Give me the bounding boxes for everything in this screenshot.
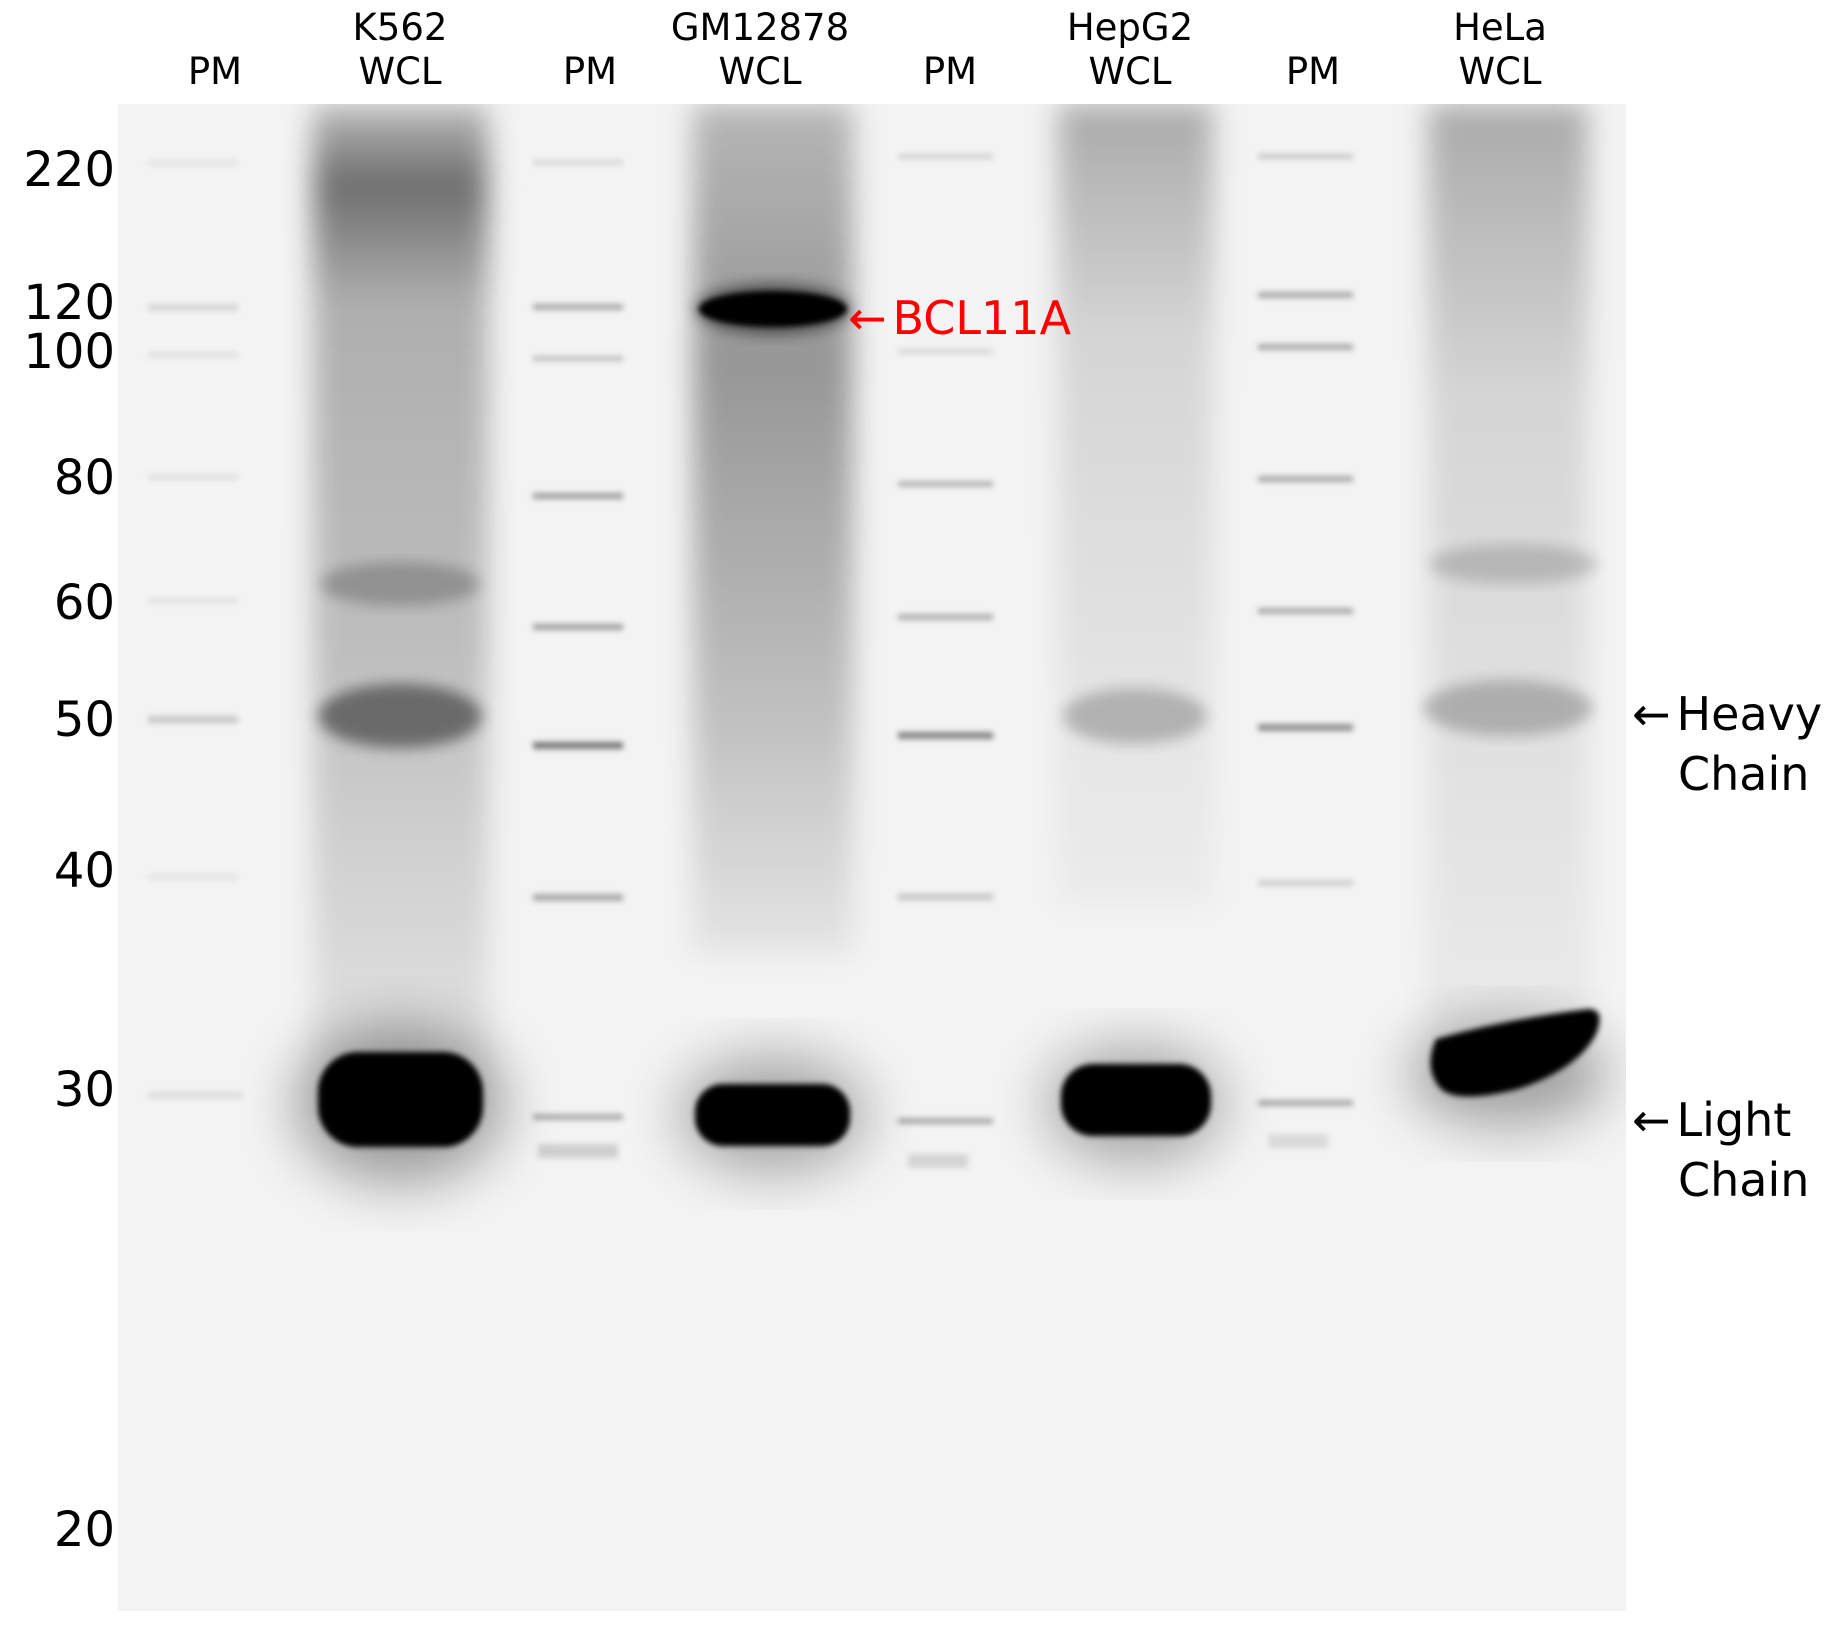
lane-label-line2: WCL: [1458, 50, 1542, 93]
lane-label-hepg2: HepG2 WCL: [1050, 6, 1210, 94]
lane-label-hela: HeLa WCL: [1420, 6, 1580, 94]
mw-marker-80: 80: [53, 450, 115, 506]
ladder-pm-3: [898, 154, 993, 1168]
lane-label-line2: PM: [562, 50, 618, 93]
ladder-pm-1: [148, 160, 243, 1098]
left-arrow-icon: ←: [1632, 687, 1671, 741]
western-blot-membrane: [118, 104, 1626, 1611]
lane-label-pm-2: PM: [530, 6, 650, 94]
mw-marker-220: 220: [23, 142, 115, 198]
lane-label-pm-1: PM: [155, 6, 275, 94]
lane-label-gm12878: GM12878 WCL: [660, 6, 860, 94]
smear-hepg2: [1058, 104, 1213, 904]
light-chain-band-gm12878: [695, 1084, 850, 1146]
lane-label-line1: K562: [352, 6, 448, 49]
mw-marker-60: 60: [53, 575, 115, 631]
heavy-chain-band-hepg2: [1063, 688, 1207, 744]
mw-marker-100: 100: [23, 324, 115, 380]
heavy-chain-label-line1: Heavy: [1676, 687, 1823, 741]
light-chain-band-hela: [1430, 1009, 1600, 1097]
band-65kda-hela: [1428, 544, 1598, 584]
mw-marker-30: 30: [53, 1062, 115, 1118]
lane-label-k562: K562 WCL: [320, 6, 480, 94]
light-chain-annotation-line2: Chain: [1678, 1153, 1810, 1207]
lane-label-line1: HepG2: [1066, 6, 1194, 49]
heavy-chain-annotation-line2: Chain: [1678, 747, 1810, 801]
lane-label-line2: WCL: [358, 50, 442, 93]
mw-marker-120: 120: [23, 275, 115, 331]
bcl11a-band-halo: [695, 283, 851, 335]
lane-label-line1: HeLa: [1453, 6, 1547, 49]
lane-label-line2: PM: [1285, 50, 1341, 93]
lane-label-line2: PM: [187, 50, 243, 93]
mw-marker-40: 40: [53, 843, 115, 899]
heavy-chain-band-hela: [1423, 680, 1593, 736]
mw-marker-50: 50: [53, 692, 115, 748]
lane-label-line1: GM12878: [670, 6, 850, 49]
light-chain-annotation: ← Light: [1632, 1092, 1791, 1148]
band-60kda-k562: [320, 562, 480, 606]
lane-label-pm-4: PM: [1253, 6, 1373, 94]
mw-marker-20: 20: [53, 1502, 115, 1558]
lane-label-line2: WCL: [1088, 50, 1172, 93]
light-chain-band-k562: [318, 1052, 483, 1147]
heavy-chain-annotation: ← Heavy: [1632, 686, 1822, 742]
lane-label-line2: PM: [922, 50, 978, 93]
ladder-pm-4: [1258, 154, 1353, 1148]
left-arrow-icon: ←: [1632, 1093, 1671, 1147]
light-chain-label-line1: Light: [1676, 1093, 1792, 1147]
bcl11a-label: BCL11A: [892, 291, 1072, 345]
lane-label-line2: WCL: [718, 50, 802, 93]
smear-gm12878: [693, 104, 853, 954]
left-arrow-icon: ←: [848, 291, 887, 345]
smear-hela: [1428, 104, 1588, 1104]
heavy-chain-band-k562: [318, 684, 482, 748]
ladder-pm-2: [533, 160, 623, 1158]
bcl11a-annotation: ← BCL11A: [848, 290, 1071, 346]
light-chain-band-hepg2: [1061, 1064, 1211, 1136]
lane-label-pm-3: PM: [890, 6, 1010, 94]
